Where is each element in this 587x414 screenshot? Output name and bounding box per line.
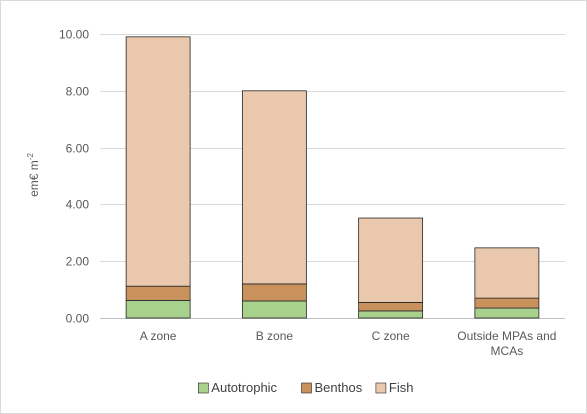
y-tick-label: 4.00 <box>66 198 90 212</box>
bar-benthos <box>358 301 424 312</box>
bar-fish <box>241 90 307 285</box>
y-tick-label: 6.00 <box>66 142 90 156</box>
y-axis-label: em€ m-2 <box>26 153 41 197</box>
x-tick-label-line: B zone <box>256 329 294 343</box>
bar-fish <box>358 217 424 303</box>
y-tick-labels: 0.00 2.00 4.00 6.00 8.00 10.00 <box>59 28 89 326</box>
x-tick-label-line: A zone <box>140 329 177 343</box>
x-tick-label: C zone <box>372 329 410 343</box>
y-axis-label-text: em€ m <box>27 160 41 197</box>
legend-label: Fish <box>389 380 414 395</box>
x-tick-label-line: MCAs <box>491 344 524 358</box>
legend-label: Autotrophic <box>211 380 277 395</box>
y-tick-label: 8.00 <box>66 85 90 99</box>
y-tick-label: 0.00 <box>66 312 90 326</box>
bar-fish <box>474 247 540 299</box>
bar-benthos <box>125 285 191 301</box>
bar-benthos <box>241 283 307 302</box>
bar-benthos <box>474 297 540 309</box>
legend-label: Benthos <box>315 380 363 395</box>
bar-autotrophic <box>125 299 191 319</box>
legend-item-fish: Fish <box>375 380 414 395</box>
legend-swatch <box>301 382 312 394</box>
x-tick-label: A zone <box>140 329 177 343</box>
legend-item-autotrophic: Autotrophic <box>198 380 278 395</box>
bar-autotrophic <box>241 300 307 319</box>
bar-autotrophic <box>474 307 540 319</box>
x-tick-labels: A zone B zone C zone Outside MPAs and MCAs <box>140 329 557 358</box>
y-tick-label: 2.00 <box>66 255 90 269</box>
y-axis-label-superscript: -2 <box>26 153 35 161</box>
y-tick-label: 10.00 <box>59 28 89 42</box>
bars <box>125 36 540 319</box>
bar-autotrophic <box>358 310 424 319</box>
x-tick-label-line: Outside MPAs and <box>457 329 556 343</box>
x-tick-label: B zone <box>256 329 294 343</box>
x-tick-label-line: C zone <box>372 329 410 343</box>
legend: Autotrophic Benthos Fish <box>198 380 413 395</box>
legend-swatch <box>198 382 209 394</box>
legend-item-benthos: Benthos <box>301 380 363 395</box>
x-tick-label: Outside MPAs and MCAs <box>457 329 556 358</box>
legend-swatch <box>375 382 387 394</box>
bar-fish <box>125 36 191 287</box>
